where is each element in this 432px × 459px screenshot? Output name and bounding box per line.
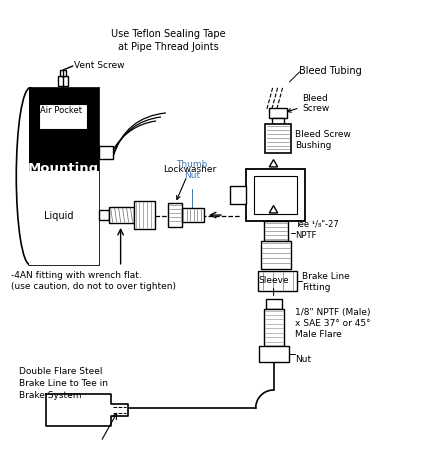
Text: Tee ¹/₈"-27
NPTF: Tee ¹/₈"-27 NPTF [295, 219, 339, 240]
Text: Vent Screw: Vent Screw [74, 61, 124, 69]
Text: Use Teflon Sealing Tape
at Pipe Thread Joints: Use Teflon Sealing Tape at Pipe Thread J… [111, 29, 226, 51]
Text: Air Pocket: Air Pocket [40, 106, 82, 114]
Bar [109, 207, 133, 224]
Text: -4AN fitting with wrench flat.
(use caution, do not to over tighten): -4AN fitting with wrench flat. (use caut… [11, 270, 176, 290]
Text: Lockwasher: Lockwasher [164, 165, 217, 200]
Bar [168, 204, 182, 228]
Text: Brake Line
Fitting: Brake Line Fitting [302, 271, 350, 291]
Bar [260, 241, 290, 269]
Bar [259, 347, 289, 363]
Bar [246, 170, 305, 222]
Text: Bleed Tubing: Bleed Tubing [299, 66, 362, 76]
Text: Sleeve: Sleeve [258, 275, 289, 284]
Bar [133, 202, 156, 230]
Bar [266, 299, 282, 309]
Bar [269, 108, 286, 118]
Bar [99, 146, 113, 160]
Ellipse shape [16, 89, 44, 265]
Bar [264, 222, 288, 241]
Bar [265, 124, 290, 154]
Bar [267, 126, 289, 152]
Bar [230, 187, 246, 205]
Text: Thumb
Nut: Thumb Nut [176, 160, 208, 180]
Bar [58, 77, 68, 87]
Bar [29, 89, 99, 172]
Bar [39, 105, 87, 129]
Bar [272, 118, 283, 124]
Text: Liquid: Liquid [44, 211, 74, 221]
Bar [60, 71, 66, 77]
Text: Nut: Nut [295, 354, 311, 363]
Text: Bleed
Screw: Bleed Screw [287, 94, 330, 113]
Text: Mounting
Bracket: Mounting Bracket [27, 162, 98, 191]
Bar [182, 209, 204, 223]
Text: 1/8" NPTF (Male)
x SAE 37° or 45°
Male Flare: 1/8" NPTF (Male) x SAE 37° or 45° Male F… [295, 307, 371, 338]
Text: Double Flare Steel
Brake Line to Tee in
Brake System: Double Flare Steel Brake Line to Tee in … [19, 366, 108, 399]
Bar [99, 211, 109, 221]
Text: Bleed Screw
Bushing: Bleed Screw Bushing [295, 129, 351, 149]
Bar [29, 172, 99, 265]
Bar [254, 177, 298, 215]
Bar [264, 309, 283, 347]
Bar [258, 271, 298, 291]
